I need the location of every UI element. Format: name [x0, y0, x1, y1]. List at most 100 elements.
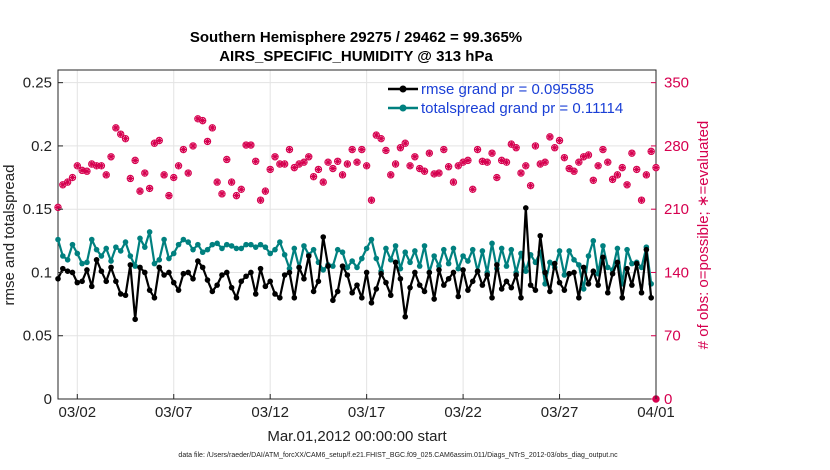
totalspread-point [166, 255, 172, 262]
totalspread-point [383, 245, 389, 252]
rmse-point [354, 282, 360, 288]
obs-evaluated-marker [141, 169, 149, 177]
rmse-point [146, 287, 153, 293]
rmse-point [267, 278, 273, 285]
rmse-point [474, 268, 481, 274]
rmse-point [590, 268, 597, 274]
obs-evaluated-marker [469, 186, 476, 193]
totalspread-point [214, 240, 220, 247]
obs-evaluated-marker [561, 154, 568, 161]
rmse-point [281, 272, 288, 278]
rmse-point [204, 277, 211, 283]
totalspread-point [363, 245, 370, 252]
obs-evaluated-marker [122, 135, 129, 142]
rmse-point [310, 288, 317, 295]
rmse-point [132, 316, 138, 323]
rmse-point [344, 272, 351, 278]
totalspread-point [142, 244, 148, 250]
rmse-point [180, 270, 187, 277]
rmse-point [277, 294, 283, 301]
y-axis-label-right: # of obs: o=possible; ∗=evaluated [695, 121, 712, 350]
totalspread-point [508, 246, 515, 253]
legend-label-totalspread: totalspread grand pr = 0.11114 [421, 100, 623, 117]
rmse-point [156, 264, 163, 271]
obs-evaluated-marker [88, 160, 95, 168]
totalspread-point [354, 264, 360, 271]
obs-evaluated-marker [575, 158, 583, 166]
rmse-point [547, 288, 553, 295]
obs-evaluated-marker [430, 170, 438, 178]
obs-evaluated-marker [387, 171, 394, 179]
totalspread-point [84, 259, 90, 266]
totalspread-point [64, 257, 71, 263]
totalspread-point [479, 248, 486, 254]
x-tick-label: 03/17 [348, 404, 386, 421]
x-axis-ticks: 03/02 03/07 03/12 03/17 03/22 03/27 04/01 [59, 394, 675, 421]
obs-evaluated-marker [213, 178, 221, 186]
obs-evaluated-marker [324, 158, 332, 166]
rmse-point [305, 253, 312, 259]
obs-evaluated-marker [643, 171, 650, 179]
obs-evaluated-marker [638, 196, 645, 204]
obs-evaluated-marker [117, 130, 124, 138]
totalspread-point [407, 259, 413, 266]
obs-evaluated-marker [295, 160, 303, 168]
obs-evaluated-marker [527, 182, 534, 189]
obs-evaluated-marker [594, 162, 602, 170]
obs-evaluated-marker [59, 181, 67, 188]
totalspread-point [441, 246, 447, 253]
obs-evaluated-marker [136, 187, 144, 195]
totalspread-point [88, 236, 95, 243]
rmse-point [142, 269, 148, 276]
totalspread-point [146, 229, 153, 235]
obs-evaluated-marker [628, 149, 636, 157]
totalspread-point [228, 243, 235, 249]
totalspread-point [585, 253, 592, 259]
obs-evaluated-marker [373, 131, 380, 139]
obs-evaluated-marker [537, 160, 544, 168]
obs-evaluated-marker [204, 138, 211, 145]
left-axis-ticks: 0 0.05 0.1 0.15 0.2 0.25 [23, 75, 63, 408]
obs-evaluated-marker [411, 153, 419, 160]
totalspread-point [103, 245, 110, 252]
obs-evaluated-marker [74, 162, 81, 170]
obs-evaluated-marker [291, 164, 298, 171]
totalspread-point [576, 262, 582, 268]
obs-evaluated-marker [228, 178, 235, 186]
rmse-point [175, 287, 182, 293]
x-tick-label: 03/22 [444, 404, 482, 421]
totalspread-point [489, 240, 495, 247]
rmse-point [64, 268, 71, 274]
obs-evaluated-marker [517, 169, 525, 177]
x-tick-label: 03/07 [155, 404, 193, 421]
obs-evaluated-marker [344, 160, 351, 168]
rmse-point [465, 287, 471, 293]
totalspread-point [387, 257, 394, 263]
totalspread-point [277, 239, 283, 245]
obs-evaluated-marker [652, 164, 660, 171]
obs-evaluated-marker [435, 169, 443, 177]
totalspread-point [113, 244, 119, 250]
rmse-point [219, 272, 225, 278]
totalspread-point [175, 241, 182, 248]
totalspread-point [556, 248, 563, 254]
rmse-point [643, 246, 650, 253]
obs-evaluated-marker [93, 162, 100, 170]
chart-title-line-1: Southern Hemisphere 29275 / 29462 = 99.3… [190, 29, 522, 46]
obs-evaluated-marker [406, 162, 414, 170]
rmse-point [378, 270, 384, 277]
rmse-point [257, 265, 264, 272]
obs-evaluated-marker [131, 157, 139, 164]
rmse-point [585, 281, 592, 287]
obs-evaluated-marker [647, 148, 655, 155]
totalspread-point [412, 248, 418, 254]
obs-evaluated-marker [392, 160, 399, 168]
totalspread-point [392, 243, 399, 249]
rmse-point [195, 258, 201, 264]
obs-evaluated-marker [185, 169, 192, 177]
rmse-point [320, 234, 327, 240]
rmse-point [522, 205, 529, 211]
rmse-point [494, 262, 500, 268]
totalspread-point [243, 241, 249, 248]
rmse-point [223, 269, 230, 276]
